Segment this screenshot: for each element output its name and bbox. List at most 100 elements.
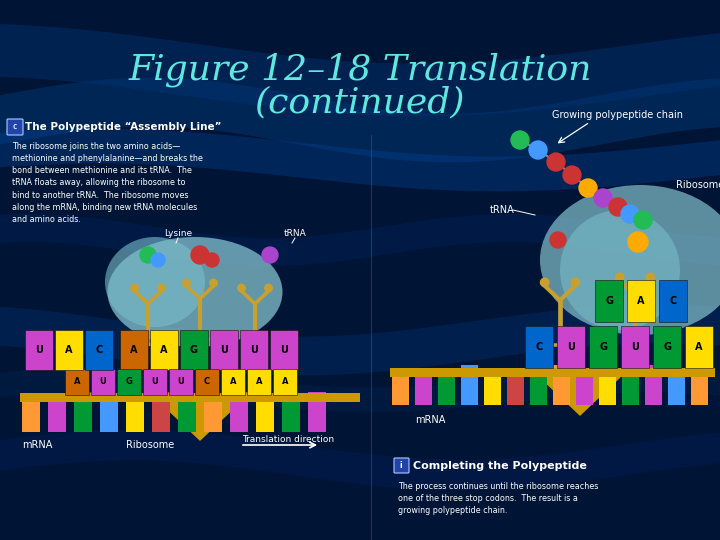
Circle shape [547, 153, 565, 171]
FancyBboxPatch shape [210, 330, 238, 370]
Polygon shape [160, 402, 240, 440]
Bar [599, 373, 616, 405]
Text: U: U [220, 345, 228, 355]
Text: A: A [130, 345, 138, 355]
Bar [126, 397, 144, 432]
Bar [178, 402, 196, 432]
Circle shape [529, 141, 547, 159]
Text: mRNA: mRNA [415, 415, 446, 425]
FancyBboxPatch shape [221, 369, 245, 395]
FancyBboxPatch shape [85, 330, 113, 370]
Bar [308, 392, 326, 432]
Circle shape [579, 179, 597, 197]
Circle shape [628, 232, 648, 252]
FancyBboxPatch shape [120, 330, 148, 370]
Bar [48, 397, 66, 432]
Text: U: U [152, 377, 158, 387]
Text: Lysine: Lysine [164, 229, 192, 238]
Bar [100, 402, 118, 432]
Bar [22, 402, 40, 432]
Bar [530, 369, 547, 405]
Text: C: C [204, 377, 210, 387]
Circle shape [131, 284, 138, 292]
Bar [282, 397, 300, 432]
Text: Growing polypeptide chain: Growing polypeptide chain [552, 110, 683, 120]
Circle shape [550, 232, 566, 248]
Bar [392, 377, 409, 405]
Text: Translation direction: Translation direction [242, 435, 334, 444]
FancyBboxPatch shape [685, 326, 713, 368]
Text: U: U [178, 377, 184, 387]
Ellipse shape [540, 185, 720, 335]
Circle shape [594, 189, 612, 207]
FancyBboxPatch shape [25, 330, 53, 370]
Text: Figure 12–18 Translation: Figure 12–18 Translation [128, 53, 592, 87]
FancyBboxPatch shape [150, 330, 178, 370]
FancyBboxPatch shape [65, 369, 89, 395]
Bar [668, 377, 685, 405]
Text: A: A [161, 345, 168, 355]
Text: The ribosome joins the two amino acids—
methionine and phenylalanine—and breaks : The ribosome joins the two amino acids— … [12, 142, 203, 224]
Text: U: U [631, 342, 639, 352]
Text: G: G [190, 345, 198, 355]
FancyBboxPatch shape [270, 330, 298, 370]
Text: U: U [99, 377, 107, 387]
Text: The process continues until the ribosome reaches
one of the three stop codons.  : The process continues until the ribosome… [398, 482, 598, 515]
Bar [204, 397, 222, 432]
FancyBboxPatch shape [595, 280, 623, 322]
Bar [622, 369, 639, 405]
FancyBboxPatch shape [653, 326, 681, 368]
Text: C: C [536, 342, 543, 352]
FancyBboxPatch shape [247, 369, 271, 395]
FancyBboxPatch shape [659, 280, 687, 322]
Circle shape [140, 247, 156, 263]
FancyBboxPatch shape [627, 280, 655, 322]
Text: U: U [250, 345, 258, 355]
Text: i: i [400, 462, 402, 470]
Bar [74, 392, 92, 432]
Circle shape [541, 278, 549, 287]
FancyBboxPatch shape [195, 369, 219, 395]
Circle shape [571, 278, 580, 287]
FancyBboxPatch shape [169, 369, 193, 395]
Bar [390, 368, 715, 377]
Bar [553, 365, 570, 405]
Circle shape [158, 284, 166, 292]
Text: G: G [605, 296, 613, 306]
Bar [691, 373, 708, 405]
FancyBboxPatch shape [7, 119, 23, 135]
Bar [507, 373, 524, 405]
Circle shape [616, 273, 624, 282]
FancyBboxPatch shape [273, 369, 297, 395]
Bar [152, 392, 170, 432]
Ellipse shape [560, 210, 680, 330]
Circle shape [634, 211, 652, 229]
Text: C: C [95, 345, 103, 355]
Circle shape [609, 198, 627, 216]
Circle shape [646, 273, 654, 282]
Bar [484, 377, 501, 405]
Circle shape [262, 247, 278, 263]
FancyBboxPatch shape [180, 330, 208, 370]
Ellipse shape [105, 237, 205, 327]
Text: G: G [599, 342, 607, 352]
Bar [645, 365, 662, 405]
Text: tRNA: tRNA [284, 229, 307, 238]
Circle shape [183, 279, 190, 287]
Text: The Polypeptide “Assembly Line”: The Polypeptide “Assembly Line” [25, 122, 222, 132]
FancyBboxPatch shape [589, 326, 617, 368]
Polygon shape [540, 377, 620, 415]
FancyBboxPatch shape [525, 326, 553, 368]
Circle shape [563, 166, 581, 184]
Circle shape [238, 284, 246, 292]
FancyBboxPatch shape [143, 369, 167, 395]
Text: A: A [696, 342, 703, 352]
Text: A: A [66, 345, 73, 355]
Text: C: C [13, 124, 17, 130]
FancyBboxPatch shape [91, 369, 115, 395]
Text: Ribosome: Ribosome [126, 440, 174, 450]
Text: (continued): (continued) [255, 85, 465, 119]
Text: A: A [73, 377, 80, 387]
Ellipse shape [107, 237, 282, 347]
Circle shape [210, 279, 217, 287]
